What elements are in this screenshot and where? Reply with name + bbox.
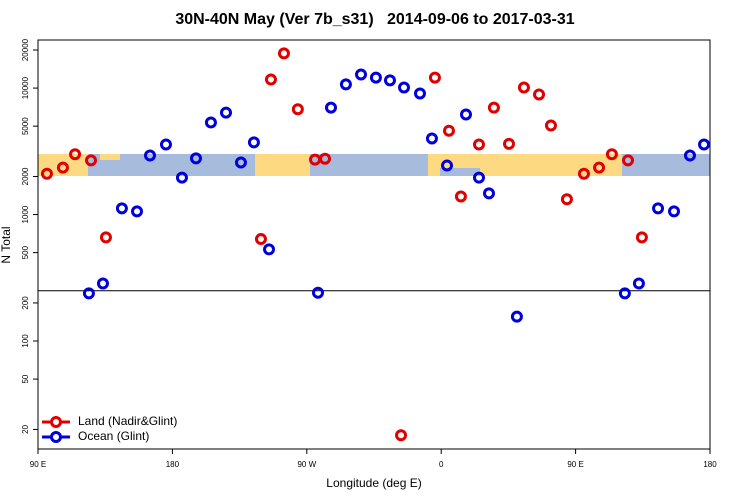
point [442, 124, 455, 137]
y-tick-label: 2000 [21, 167, 30, 185]
point [413, 87, 426, 100]
point [144, 149, 156, 162]
legend-label: Land (Nadir&Glint) [78, 414, 177, 428]
point [220, 106, 233, 119]
point [398, 81, 411, 94]
x-tick-label: 0 [439, 460, 444, 469]
y-tick-label: 20 [21, 424, 30, 433]
point [668, 205, 681, 218]
point [40, 167, 53, 180]
point [618, 287, 631, 300]
point [472, 138, 485, 151]
plot-frame [37, 39, 711, 450]
point [189, 152, 202, 165]
point [319, 152, 332, 165]
point [652, 202, 665, 215]
point [683, 149, 696, 162]
point [517, 81, 530, 94]
point [472, 171, 485, 184]
point [544, 119, 557, 132]
point [85, 154, 98, 167]
point [247, 136, 260, 149]
point [454, 190, 467, 203]
map-strip [38, 154, 710, 176]
point [632, 277, 645, 290]
legend-marker [50, 431, 62, 443]
point [482, 187, 495, 200]
y-tick-label: 200 [21, 296, 30, 310]
x-tick-label: 180 [703, 460, 717, 469]
point [131, 205, 144, 218]
point [487, 101, 500, 114]
point [159, 138, 172, 151]
y-tick-label: 50 [21, 374, 30, 383]
point [96, 277, 109, 290]
point [56, 161, 69, 174]
point [605, 148, 618, 161]
x-tick-label: 90 W [297, 460, 316, 469]
point [577, 167, 590, 180]
point [428, 71, 441, 84]
point [263, 243, 276, 256]
point [635, 231, 648, 244]
legend-marker [50, 416, 62, 428]
point [698, 138, 711, 151]
point [204, 116, 217, 129]
point [383, 74, 396, 87]
point [82, 287, 95, 300]
point [324, 101, 337, 114]
y-axis-label: N Total [0, 226, 13, 263]
point [622, 154, 635, 167]
y-tick-label: 5000 [21, 117, 30, 135]
x-tick-label: 180 [166, 460, 180, 469]
chart-title: 30N-40N May (Ver 7b_s31) 2014-09-06 to 2… [175, 11, 574, 28]
x-tick-label: 90 E [567, 460, 583, 469]
point [441, 159, 454, 172]
x-tick-label: 90 E [30, 460, 46, 469]
point [277, 47, 290, 60]
y-tick-label: 10000 [21, 76, 30, 99]
point [425, 132, 438, 145]
x-axis-label: Longitude (deg E) [326, 476, 421, 490]
point [355, 68, 368, 81]
point [510, 310, 523, 323]
point [69, 148, 82, 161]
y-tick-label: 500 [21, 245, 30, 259]
point [502, 137, 515, 150]
y-tick-label: 20000 [21, 38, 30, 61]
point [254, 233, 267, 246]
point [115, 202, 128, 215]
y-tick-label: 1000 [21, 205, 30, 223]
point [291, 103, 304, 116]
point [459, 108, 472, 121]
point [234, 156, 247, 169]
legend-label: Ocean (Glint) [78, 429, 149, 443]
point [99, 231, 112, 244]
point [533, 88, 546, 101]
y-tick-label: 100 [21, 334, 30, 348]
point [312, 286, 324, 299]
point [369, 71, 382, 84]
point [560, 193, 573, 206]
point [395, 429, 408, 442]
point [593, 161, 606, 174]
point [264, 73, 277, 86]
point [175, 171, 188, 184]
point [339, 78, 352, 91]
